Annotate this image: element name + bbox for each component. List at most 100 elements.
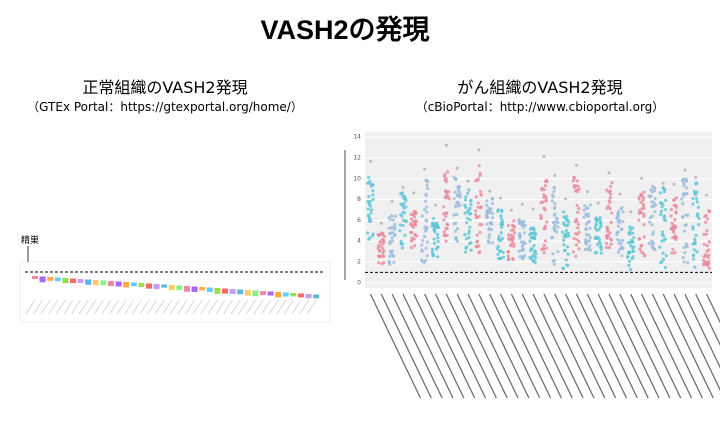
sample-point (543, 183, 548, 188)
left-source: （GTEx Portal：https://gtexportal.org/home… (27, 100, 303, 114)
outlier (629, 210, 633, 214)
sample-point (436, 255, 440, 259)
sample-point (588, 244, 592, 248)
sample-point (378, 244, 382, 248)
sample-point (478, 230, 482, 235)
sample-point (647, 241, 651, 246)
sample-point (412, 215, 416, 219)
x-label (478, 293, 530, 399)
sample-point (563, 248, 567, 252)
sample-point (577, 230, 581, 234)
sample-point (453, 190, 457, 194)
sample-point (565, 245, 570, 249)
sample-point (444, 190, 448, 194)
sample-point (652, 247, 656, 251)
sample-point (529, 256, 533, 260)
sample-point (616, 250, 621, 254)
sample-point (422, 260, 427, 264)
left-box (138, 283, 145, 288)
sample-point (476, 177, 480, 181)
sample-point (616, 212, 620, 217)
y-tick-label: 14 (353, 134, 361, 141)
sample-point (550, 199, 554, 203)
sample-point (598, 221, 603, 225)
sample-point (510, 240, 515, 244)
sample-point (368, 199, 373, 203)
plot-bg (365, 132, 712, 288)
sample-point (368, 236, 372, 240)
sample-point (574, 243, 579, 247)
sample-point (377, 255, 381, 259)
sample-point (632, 236, 636, 240)
sample-point (393, 214, 397, 218)
sample-point (444, 239, 448, 243)
sample-point (390, 252, 394, 256)
sample-point (474, 213, 478, 217)
sample-point (431, 216, 436, 221)
sample-point (425, 183, 429, 187)
sample-point (550, 235, 554, 240)
sample-point (409, 223, 413, 227)
sample-point (626, 254, 630, 259)
sample-point (485, 222, 489, 226)
sample-point (403, 233, 407, 237)
left-label (276, 299, 287, 315)
sample-point (486, 239, 490, 243)
sample-point (501, 250, 505, 254)
sample-point (475, 239, 480, 243)
sample-point (498, 249, 502, 253)
sample-point (485, 215, 490, 220)
sample-point (366, 231, 370, 235)
sample-point (420, 259, 424, 263)
sample-point (425, 205, 429, 209)
sample-point (609, 242, 613, 246)
left-label (147, 299, 157, 315)
sample-point (627, 263, 631, 267)
sample-point (409, 212, 413, 217)
left-label (192, 299, 203, 315)
sample-point (512, 224, 516, 228)
sample-point (463, 211, 467, 215)
sample-point (446, 194, 450, 199)
sample-point (413, 219, 417, 223)
sample-point (393, 233, 397, 238)
sample-point (367, 202, 372, 207)
sample-point (681, 256, 685, 260)
x-label (662, 293, 714, 399)
sample-point (642, 212, 646, 216)
left-label (48, 299, 59, 315)
sample-point (400, 214, 404, 218)
sample-point (499, 238, 503, 243)
x-label (489, 293, 541, 399)
sample-point (556, 250, 560, 254)
sample-point (520, 248, 524, 252)
left-box (54, 277, 61, 282)
sample-point (574, 254, 578, 258)
sample-point (487, 233, 492, 237)
x-label (565, 293, 617, 399)
sample-point (542, 243, 546, 247)
left-label (230, 299, 241, 315)
left-label (86, 299, 97, 315)
sample-point (393, 222, 397, 227)
sample-point (436, 245, 440, 249)
left-box (199, 287, 206, 291)
left-label (33, 299, 43, 315)
sample-point (627, 259, 632, 263)
sample-point (694, 193, 698, 197)
left-box (222, 288, 228, 294)
sample-point (478, 173, 482, 178)
sample-point (691, 227, 695, 231)
left-box (282, 292, 289, 297)
sample-point (696, 213, 700, 218)
outlier (531, 207, 535, 211)
left-box (168, 285, 175, 291)
sample-point (463, 198, 468, 202)
sample-point (693, 237, 697, 241)
sample-point (371, 197, 375, 201)
sample-point (664, 198, 668, 202)
sample-point (652, 186, 656, 190)
sample-point (673, 227, 677, 231)
sample-point (506, 258, 511, 262)
sample-point (499, 217, 504, 221)
